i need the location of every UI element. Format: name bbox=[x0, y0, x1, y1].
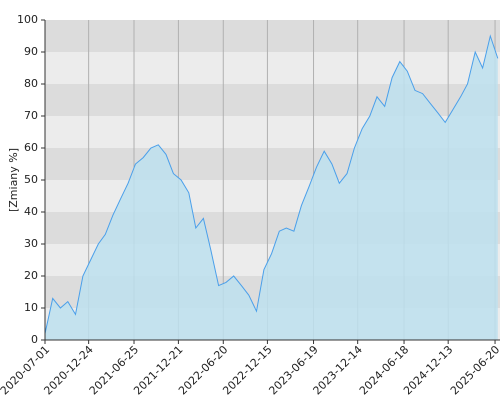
y-tick-label: 20 bbox=[24, 269, 38, 282]
line bbox=[44, 34, 499, 334]
grid-band bbox=[45, 52, 500, 84]
y-tick-label: 0 bbox=[31, 333, 38, 346]
area bbox=[45, 36, 498, 340]
y-tick-label: 70 bbox=[24, 109, 38, 122]
y-axis-label: [Zmiany %] bbox=[7, 148, 20, 212]
y-tick-label: 80 bbox=[24, 77, 38, 90]
y-tick-label: 100 bbox=[17, 13, 38, 26]
grid-band bbox=[45, 20, 500, 52]
y-tick-label: 50 bbox=[24, 173, 38, 186]
y-tick-label: 40 bbox=[24, 205, 38, 218]
y-tick-label: 30 bbox=[24, 237, 38, 250]
y-tick-label: 90 bbox=[24, 45, 38, 58]
y-tick-label: 60 bbox=[24, 141, 38, 154]
x-tick-label: 2025-06-20 bbox=[448, 343, 500, 397]
y-tick-label: 10 bbox=[24, 301, 38, 314]
